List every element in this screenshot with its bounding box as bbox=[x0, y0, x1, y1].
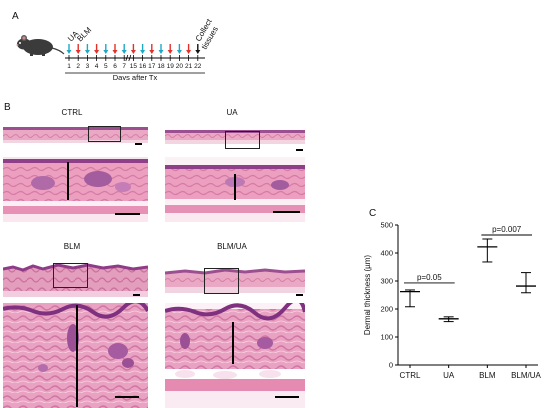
y-axis-label: Dermal thickness (µm) bbox=[363, 255, 372, 336]
group-title-ctrl: CTRL bbox=[61, 108, 83, 117]
scale-bar-blm-zoom bbox=[115, 396, 139, 398]
day-label: 17 bbox=[148, 63, 156, 70]
treatment-arrowhead bbox=[158, 50, 164, 54]
zoom-box-ctrl bbox=[88, 126, 121, 142]
mouse-icon bbox=[16, 35, 65, 56]
treatment-arrowhead bbox=[149, 50, 155, 54]
histology-blm-overview bbox=[3, 263, 148, 297]
day-label: 7 bbox=[122, 63, 126, 70]
y-tick-label: 500 bbox=[380, 221, 393, 230]
group-title-ua: UA bbox=[226, 108, 238, 117]
treatment-arrowhead bbox=[112, 50, 118, 54]
scale-bar-blm-overview bbox=[133, 294, 140, 296]
thickness-bar-ctrl bbox=[67, 162, 69, 200]
panel-a-label: A bbox=[12, 11, 19, 22]
thickness-bar-ua bbox=[234, 174, 236, 200]
axis-break bbox=[128, 54, 132, 62]
p-value-label: p=0.007 bbox=[492, 225, 522, 234]
day-label: 4 bbox=[95, 63, 99, 70]
group-title-blm-ua: BLM/UA bbox=[217, 242, 247, 251]
y-tick-label: 100 bbox=[380, 333, 393, 342]
y-tick-label: 200 bbox=[380, 305, 393, 314]
day-label: 1 bbox=[67, 63, 71, 70]
treatment-arrowhead bbox=[176, 50, 182, 54]
panel-c-label: C bbox=[369, 208, 377, 219]
dermal-thickness-chart: 0 100 200 300 400 500 Dermal thickness (µm) CTR… bbox=[363, 221, 542, 381]
treatment-arrowhead bbox=[66, 50, 72, 54]
scale-bar-blm-ua-overview bbox=[296, 294, 303, 296]
treatment-arrowhead bbox=[186, 50, 192, 54]
scale-bar-ua-overview bbox=[296, 149, 303, 151]
blm-start-label: BLM bbox=[75, 25, 93, 43]
zoom-box-blm-ua bbox=[204, 268, 239, 294]
treatment-arrowhead bbox=[103, 50, 109, 54]
y-tick-label: 300 bbox=[380, 277, 393, 286]
histology-ctrl-zoom bbox=[3, 157, 148, 222]
treatment-arrowhead bbox=[84, 50, 90, 54]
treatment-arrowhead bbox=[195, 50, 201, 54]
histology-blm-zoom bbox=[3, 303, 148, 408]
day-label: 21 bbox=[185, 63, 193, 70]
x-tick-label: CTRL bbox=[400, 371, 421, 380]
scale-bar-ua-zoom bbox=[273, 211, 300, 213]
histology-ctrl-overview bbox=[3, 127, 148, 143]
treatment-arrowhead bbox=[121, 50, 127, 54]
y-tick-label: 400 bbox=[380, 249, 393, 258]
day-label: 6 bbox=[113, 63, 117, 70]
treatment-arrowhead bbox=[167, 50, 173, 54]
zoom-box-blm bbox=[53, 263, 88, 288]
day-label: 3 bbox=[86, 63, 90, 70]
histology-blm-ua-zoom bbox=[165, 303, 305, 408]
p-value-label: p=0.05 bbox=[417, 273, 442, 282]
timeline-xlabel: Days after Tx bbox=[113, 73, 158, 80]
zoom-box-ua bbox=[225, 131, 260, 149]
day-label: 5 bbox=[104, 63, 108, 70]
day-label: 20 bbox=[176, 63, 184, 70]
day-label: 2 bbox=[76, 63, 80, 70]
x-tick-label: BLM/UA bbox=[511, 371, 541, 380]
thickness-bar-blm-ua bbox=[232, 322, 234, 364]
panel-b-label: B bbox=[4, 102, 11, 113]
scale-bar-blm-ua-zoom bbox=[275, 396, 299, 398]
y-tick-label: 0 bbox=[389, 361, 393, 370]
day-label: 22 bbox=[194, 63, 202, 70]
group-title-blm: BLM bbox=[63, 242, 81, 251]
day-label: 18 bbox=[157, 63, 165, 70]
day-label: 15 bbox=[130, 63, 138, 70]
axis-break bbox=[125, 54, 129, 62]
day-label: 19 bbox=[167, 63, 175, 70]
scale-bar-ctrl-overview bbox=[135, 143, 142, 145]
thickness-bar-blm bbox=[76, 305, 78, 407]
histology-blm-ua-overview bbox=[165, 268, 305, 293]
x-tick-label: BLM bbox=[479, 371, 496, 380]
day-label: 16 bbox=[139, 63, 147, 70]
scale-bar-ctrl-zoom bbox=[115, 213, 140, 215]
x-tick-label: UA bbox=[443, 371, 455, 380]
treatment-arrowhead bbox=[75, 50, 81, 54]
treatment-arrowhead bbox=[130, 50, 136, 54]
treatment-arrowhead bbox=[94, 50, 100, 54]
treatment-arrowhead bbox=[140, 50, 146, 54]
